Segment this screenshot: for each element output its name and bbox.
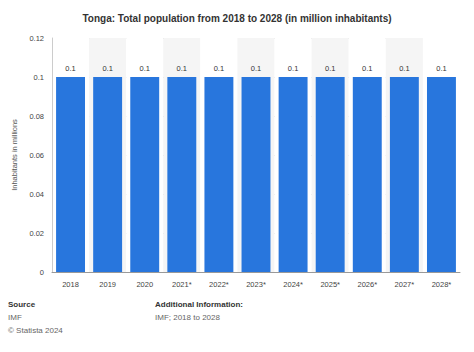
svg-text:2018: 2018 xyxy=(62,280,79,289)
svg-text:© Statista 2024: © Statista 2024 xyxy=(8,326,63,335)
svg-text:0.1: 0.1 xyxy=(399,64,409,73)
svg-text:2024*: 2024* xyxy=(283,280,303,289)
svg-text:Tonga: Total population from 2: Tonga: Total population from 2018 to 202… xyxy=(82,13,391,24)
svg-text:0: 0 xyxy=(40,268,44,277)
svg-text:2028*: 2028* xyxy=(432,280,452,289)
svg-text:2025*: 2025* xyxy=(320,280,340,289)
svg-text:Source: Source xyxy=(8,300,36,309)
svg-text:2021*: 2021* xyxy=(172,280,192,289)
svg-text:2023*: 2023* xyxy=(246,280,266,289)
svg-text:0.06: 0.06 xyxy=(29,151,44,160)
svg-text:2022*: 2022* xyxy=(209,280,229,289)
svg-text:0.04: 0.04 xyxy=(29,190,44,199)
svg-text:2027*: 2027* xyxy=(395,280,415,289)
svg-text:Additional Information:: Additional Information: xyxy=(155,300,243,309)
svg-text:0.1: 0.1 xyxy=(65,64,75,73)
svg-text:0.1: 0.1 xyxy=(177,64,187,73)
svg-text:IMF: IMF xyxy=(8,313,22,322)
svg-text:IMF; 2018 to 2028: IMF; 2018 to 2028 xyxy=(155,313,220,322)
svg-text:0.1: 0.1 xyxy=(214,64,224,73)
svg-text:2020: 2020 xyxy=(136,280,153,289)
svg-text:0.1: 0.1 xyxy=(251,64,261,73)
svg-text:2019: 2019 xyxy=(99,280,116,289)
svg-text:0.1: 0.1 xyxy=(325,64,335,73)
svg-text:2026*: 2026* xyxy=(357,280,377,289)
svg-text:0.1: 0.1 xyxy=(436,64,446,73)
svg-text:0.1: 0.1 xyxy=(288,64,298,73)
svg-text:0.1: 0.1 xyxy=(102,64,112,73)
svg-text:0.1: 0.1 xyxy=(34,73,44,82)
svg-text:0.12: 0.12 xyxy=(29,34,44,43)
svg-text:0.1: 0.1 xyxy=(140,64,150,73)
svg-text:0.08: 0.08 xyxy=(29,112,44,121)
svg-text:0.02: 0.02 xyxy=(29,229,44,238)
svg-text:0.1: 0.1 xyxy=(362,64,372,73)
svg-text:Inhabitants in millions: Inhabitants in millions xyxy=(10,119,19,191)
